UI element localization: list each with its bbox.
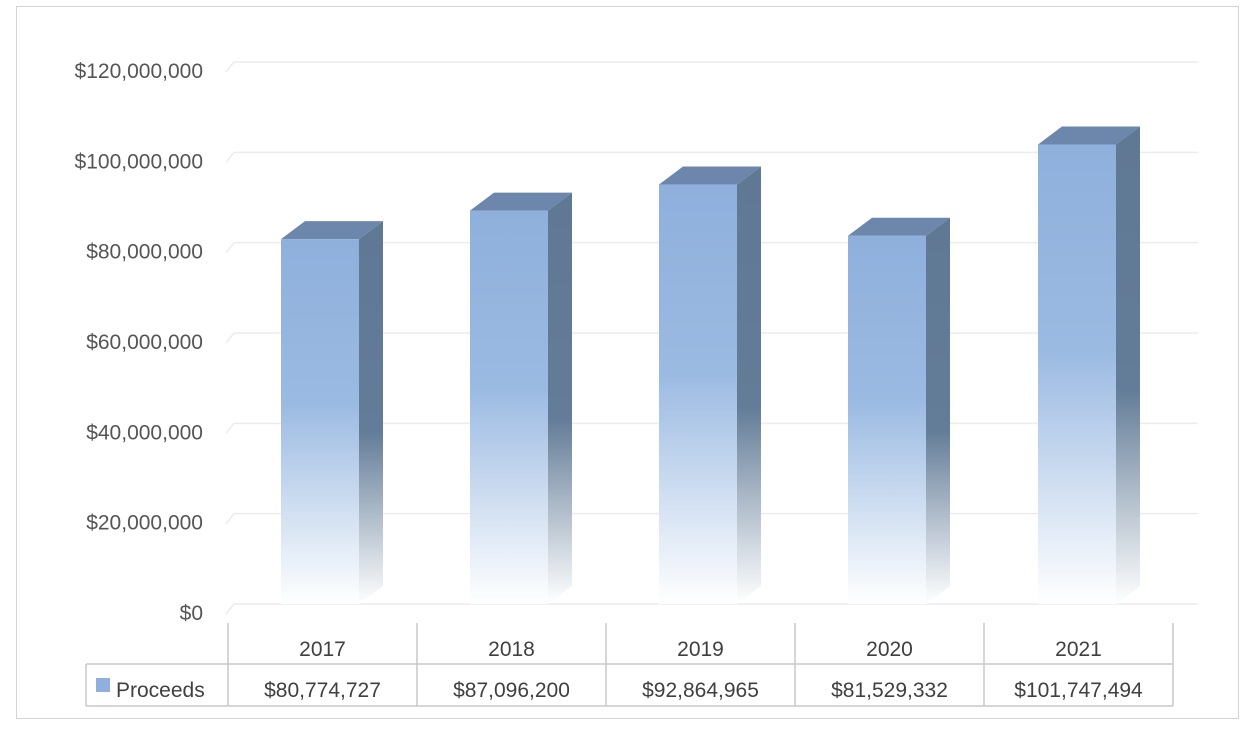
bar-2020 [848,217,950,604]
gridline-depth [225,332,235,344]
gridline-depth [225,422,235,434]
bars [281,126,1140,605]
bar-side [359,221,383,604]
y-axis-ticks: $0 $20,000,000 $40,000,000 $60,000,000 $80,0… [75,60,203,625]
bar-front [470,210,548,605]
data-table-cell: $87,096,200 [453,679,570,702]
y-tick-label: $20,000,000 [86,512,203,535]
bar-top [281,221,383,240]
bar-top [848,217,950,236]
bar-front [659,184,737,604]
x-tick-label: 2020 [866,638,913,661]
y-tick-label: $80,000,000 [86,241,203,264]
y-tick-label: $100,000,000 [75,150,203,173]
bar-2017 [281,221,383,604]
bar-top [659,166,761,185]
bar-side [926,217,950,604]
bar-front [1038,144,1116,604]
legend-swatch [96,678,110,692]
x-tick-label: 2018 [488,638,535,661]
bar-top [1038,126,1140,145]
data-table-cell: $80,774,727 [264,679,381,702]
legend-label: Proceeds [116,679,205,702]
bar-2018 [470,192,572,605]
chart-frame [16,6,1239,719]
bar-side [1116,126,1140,604]
gridline-depth [225,151,235,163]
gridline-depth [225,61,235,73]
bar-2019 [659,166,761,604]
x-tick-label: 2019 [677,638,724,661]
bar-front [848,235,926,604]
gridline-depth [225,603,235,615]
bar-top [470,192,572,211]
gridline-depth [225,513,235,525]
data-table: 2017 $80,774,727 2018 $87,096,200 2019 $92,86… [85,623,1174,707]
data-table-cell: $81,529,332 [831,679,948,702]
x-tick-label: 2021 [1055,638,1102,661]
data-table-cell: $101,747,494 [1014,679,1143,702]
bar-front [281,239,359,604]
bar-side [548,192,572,605]
bar-side [737,166,761,604]
y-tick-label: $40,000,000 [86,421,203,444]
y-tick-label: $0 [180,602,203,625]
y-tick-label: $60,000,000 [86,331,203,354]
bar-2021 [1038,126,1140,604]
data-table-cell: $92,864,965 [642,679,759,702]
y-tick-label: $120,000,000 [75,60,203,83]
x-tick-label: 2017 [299,638,346,661]
gridline-depth [225,242,235,254]
